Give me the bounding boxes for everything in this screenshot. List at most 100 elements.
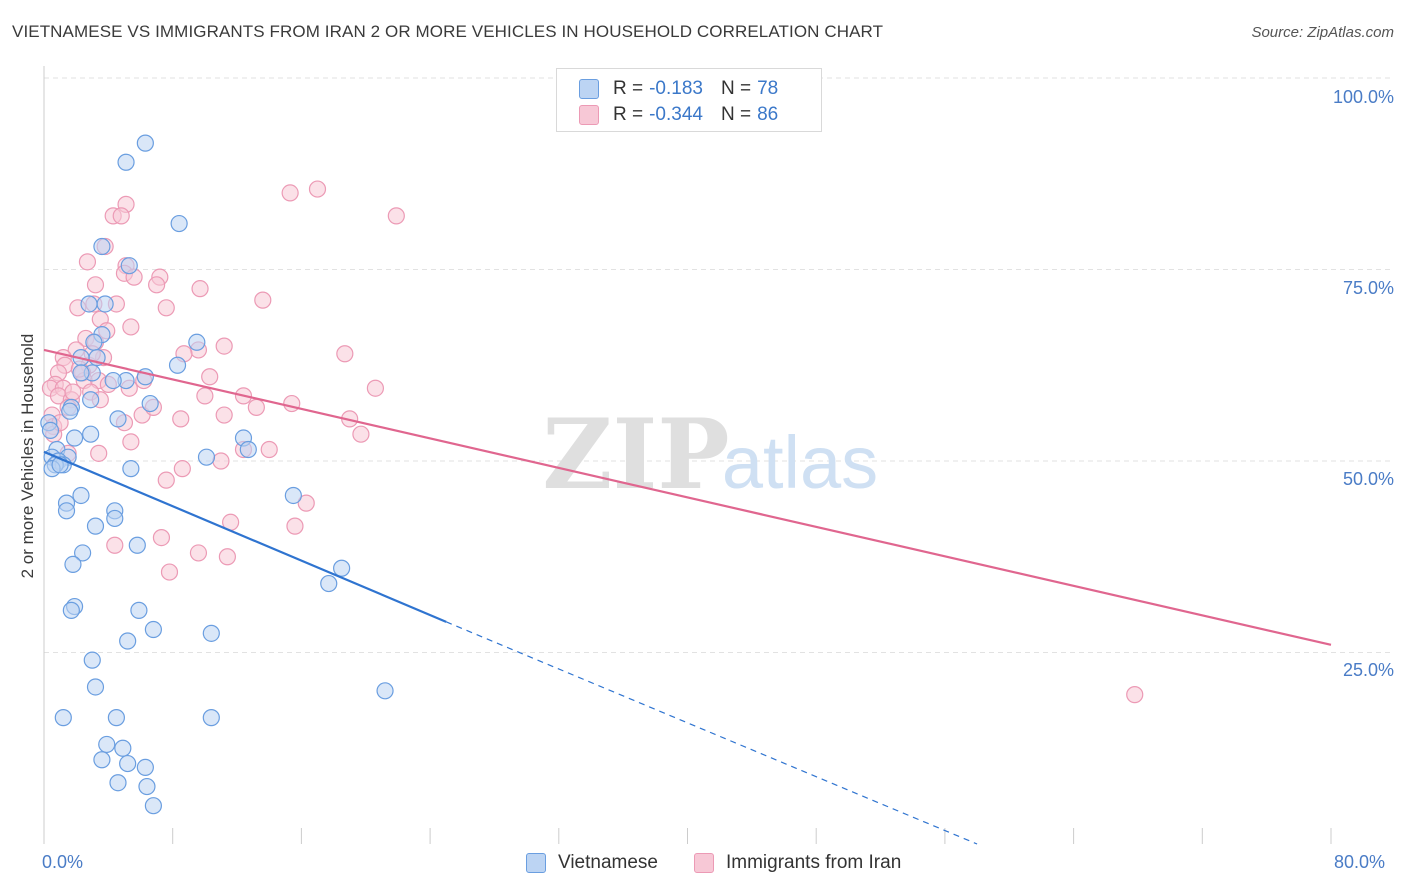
point-iran <box>212 452 230 470</box>
point-vietnamese <box>82 425 100 443</box>
point-vietnamese <box>141 394 159 413</box>
n-value: 86 <box>757 104 779 125</box>
point-iran <box>157 471 175 489</box>
point-vietnamese <box>83 651 101 669</box>
point-iran <box>152 528 171 547</box>
point-vietnamese <box>284 486 302 505</box>
point-vietnamese <box>80 295 98 313</box>
point-iran <box>308 180 327 198</box>
point-iran <box>215 337 233 355</box>
point-vietnamese <box>376 682 394 700</box>
legend-row-iran: R = -0.344 N = 86 <box>579 103 778 127</box>
point-iran <box>157 299 175 317</box>
point-iran <box>336 345 354 363</box>
point-vietnamese <box>130 601 148 619</box>
point-iran <box>86 276 105 294</box>
point-iran <box>106 536 124 554</box>
legend-row-vietnamese: R = -0.183 N = 78 <box>579 77 778 101</box>
y-tick-label: 50.0% <box>1342 469 1394 489</box>
x-tick-label-max: 80.0% <box>1334 852 1386 872</box>
point-iran <box>366 379 385 397</box>
point-iran <box>196 387 214 405</box>
point-iran <box>189 544 208 562</box>
watermark-zip: ZIP <box>542 398 729 511</box>
point-vietnamese <box>239 440 257 459</box>
point-vietnamese <box>41 421 60 439</box>
point-vietnamese <box>86 517 105 535</box>
point-iran <box>254 291 272 309</box>
point-vietnamese <box>54 709 72 727</box>
point-vietnamese <box>197 448 216 466</box>
point-iran <box>172 410 190 428</box>
point-iran <box>191 280 209 298</box>
point-vietnamese <box>136 134 154 152</box>
point-vietnamese <box>333 559 351 577</box>
point-iran <box>122 318 140 336</box>
point-vietnamese <box>188 333 206 351</box>
point-vietnamese <box>117 153 135 171</box>
trend-line-vietnamese-extension <box>445 621 978 845</box>
point-vietnamese <box>104 371 122 390</box>
trend-line-iran <box>43 348 1332 646</box>
y-tick-label: 25.0% <box>1342 660 1394 680</box>
point-vietnamese <box>106 509 124 528</box>
series-vietnamese-points <box>40 134 394 815</box>
point-vietnamese <box>107 709 125 727</box>
point-vietnamese <box>72 364 90 382</box>
legend-item-iran[interactable]: Immigrants from Iran <box>694 852 901 874</box>
point-vietnamese <box>170 214 188 233</box>
y-axis-label: 2 or more Vehicles in Household <box>18 333 37 579</box>
point-vietnamese <box>93 751 111 769</box>
y-tick-label: 100.0% <box>1332 87 1394 107</box>
point-iran <box>218 548 236 566</box>
r-label: R = <box>613 78 644 99</box>
point-vietnamese <box>65 429 84 447</box>
point-iran <box>281 184 299 202</box>
point-vietnamese <box>136 758 154 777</box>
point-iran <box>215 406 233 424</box>
point-iran <box>1126 686 1144 704</box>
series-iran-points <box>41 180 1144 704</box>
n-label: N = <box>720 104 752 125</box>
point-iran <box>78 253 97 271</box>
point-vietnamese <box>82 391 100 409</box>
grid-lines <box>44 77 1392 653</box>
legend-swatch-blue <box>579 79 599 99</box>
legend-series: Vietnamese Immigrants from Iran <box>0 852 1406 876</box>
point-iran <box>260 440 278 459</box>
r-value: -0.344 <box>649 104 703 125</box>
point-vietnamese <box>320 574 338 593</box>
point-vietnamese <box>98 735 116 754</box>
legend-swatch-pink <box>579 105 599 125</box>
n-label: N = <box>720 78 752 99</box>
point-vietnamese <box>168 356 187 374</box>
point-iran <box>201 368 219 386</box>
legend-label: Immigrants from Iran <box>726 852 902 873</box>
point-vietnamese <box>202 709 220 727</box>
point-iran <box>90 444 108 462</box>
point-vietnamese <box>138 777 156 796</box>
point-vietnamese <box>109 774 127 792</box>
point-vietnamese <box>144 620 162 639</box>
point-iran <box>160 563 179 581</box>
legend-item-vietnamese[interactable]: Vietnamese <box>526 852 658 874</box>
point-iran <box>247 398 265 416</box>
point-vietnamese <box>114 739 132 757</box>
point-vietnamese <box>57 502 76 520</box>
trend-lines <box>43 348 1332 845</box>
point-vietnamese <box>120 257 138 275</box>
point-iran <box>148 276 166 294</box>
point-vietnamese <box>144 797 162 815</box>
point-vietnamese <box>119 754 137 773</box>
point-iran <box>352 425 370 443</box>
point-iran <box>387 207 405 225</box>
point-vietnamese <box>64 555 82 574</box>
point-vietnamese <box>128 536 146 554</box>
point-iran <box>122 433 140 451</box>
point-iran <box>286 517 304 535</box>
point-vietnamese <box>61 402 79 420</box>
point-iran <box>283 394 301 413</box>
source-label: Source: ZipAtlas.com <box>1251 24 1394 41</box>
x-tick-label-min: 0.0% <box>42 852 84 872</box>
point-vietnamese <box>202 624 220 642</box>
